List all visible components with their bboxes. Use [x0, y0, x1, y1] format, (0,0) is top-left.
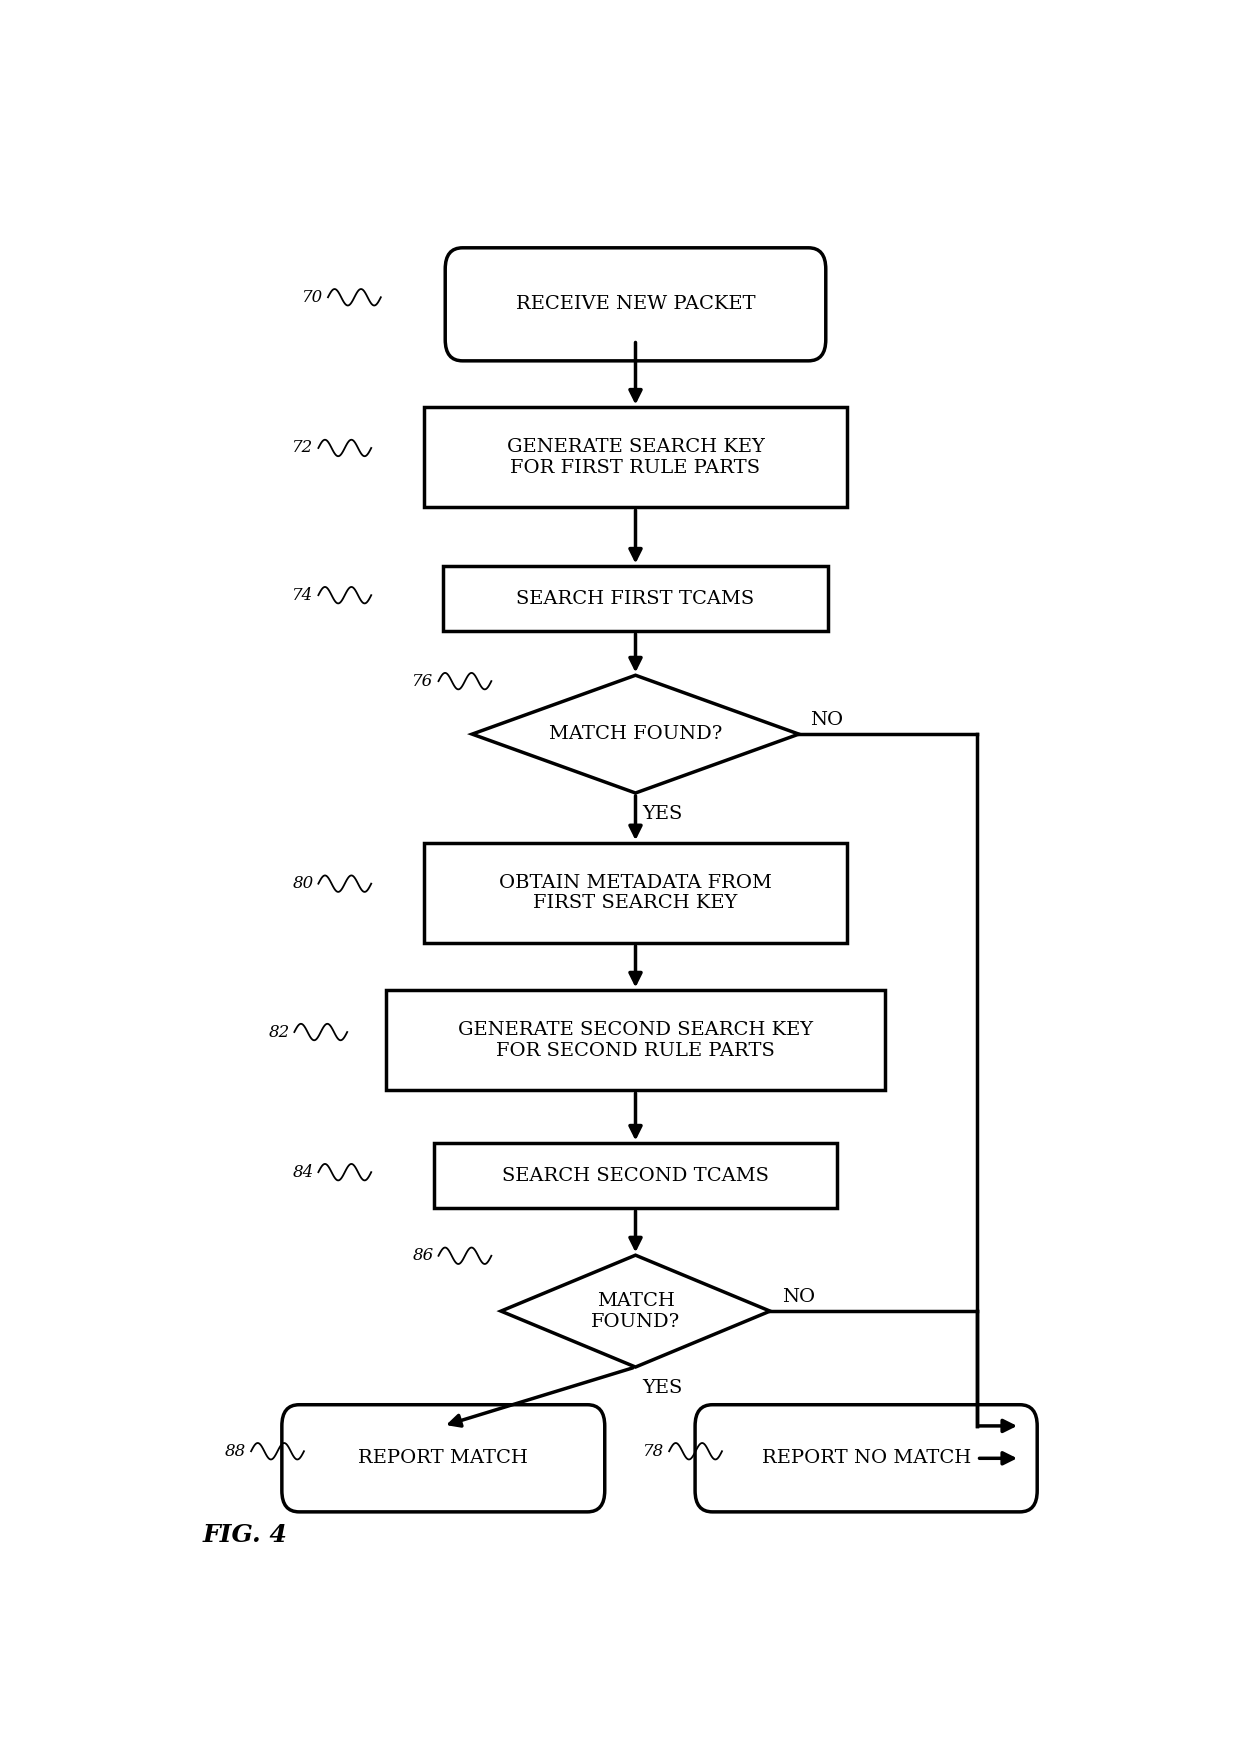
Text: RECEIVE NEW PACKET: RECEIVE NEW PACKET	[516, 296, 755, 313]
Text: GENERATE SEARCH KEY
FOR FIRST RULE PARTS: GENERATE SEARCH KEY FOR FIRST RULE PARTS	[507, 438, 764, 476]
Text: YES: YES	[642, 1378, 682, 1397]
Text: 74: 74	[293, 587, 314, 604]
Polygon shape	[472, 676, 799, 793]
Text: 84: 84	[293, 1164, 314, 1180]
Bar	[444, 566, 828, 630]
Bar	[434, 1143, 837, 1208]
FancyBboxPatch shape	[281, 1404, 605, 1511]
Text: YES: YES	[642, 805, 682, 823]
Text: 70: 70	[301, 289, 324, 306]
Text: 86: 86	[413, 1247, 434, 1264]
Text: NO: NO	[781, 1289, 815, 1306]
Bar	[424, 842, 847, 944]
Text: 88: 88	[224, 1443, 247, 1460]
Text: OBTAIN METADATA FROM
FIRST SEARCH KEY: OBTAIN METADATA FROM FIRST SEARCH KEY	[498, 874, 773, 912]
Text: 76: 76	[413, 672, 434, 690]
Text: MATCH FOUND?: MATCH FOUND?	[549, 725, 722, 742]
Bar	[424, 408, 847, 508]
Text: 78: 78	[644, 1443, 665, 1460]
Polygon shape	[501, 1255, 770, 1368]
Text: REPORT NO MATCH: REPORT NO MATCH	[761, 1450, 971, 1467]
Text: SEARCH SECOND TCAMS: SEARCH SECOND TCAMS	[502, 1166, 769, 1185]
Text: 72: 72	[293, 440, 314, 457]
Text: FIG. 4: FIG. 4	[203, 1523, 288, 1546]
Text: REPORT MATCH: REPORT MATCH	[358, 1450, 528, 1467]
Text: GENERATE SECOND SEARCH KEY
FOR SECOND RULE PARTS: GENERATE SECOND SEARCH KEY FOR SECOND RU…	[458, 1021, 813, 1059]
FancyBboxPatch shape	[696, 1404, 1037, 1511]
Text: NO: NO	[811, 711, 843, 728]
Text: MATCH
FOUND?: MATCH FOUND?	[591, 1292, 680, 1331]
Text: 80: 80	[293, 876, 314, 893]
Text: 82: 82	[268, 1024, 290, 1040]
Bar	[386, 991, 885, 1091]
FancyBboxPatch shape	[445, 249, 826, 361]
Text: SEARCH FIRST TCAMS: SEARCH FIRST TCAMS	[516, 590, 755, 608]
